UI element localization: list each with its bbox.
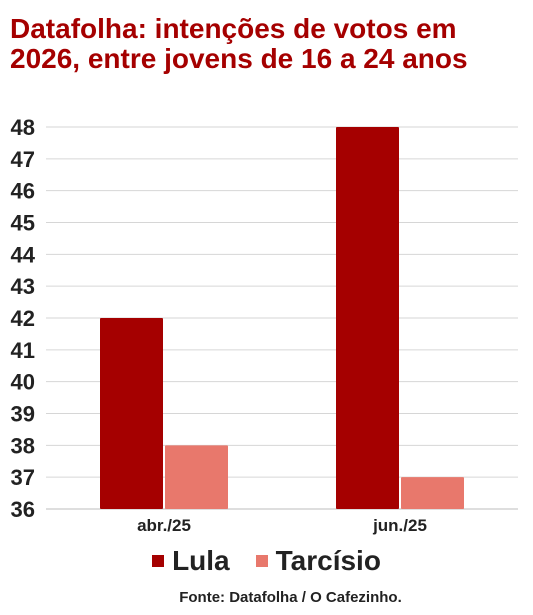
y-tick-label: 37 [11,465,35,490]
y-tick-label: 36 [11,497,35,522]
x-tick-label: abr./25 [137,516,191,535]
bar-tarcsio-1 [401,477,464,509]
bar-lula-1 [336,127,399,509]
bar-lula-0 [100,318,163,509]
y-tick-label: 47 [11,147,35,172]
chart-title: Datafolha: intenções de votos em 2026, e… [10,13,468,74]
legend-item-tarcisio: Tarcísio [255,545,381,577]
y-tick-label: 48 [11,115,35,140]
y-tick-label: 45 [11,211,35,236]
bars [100,127,464,509]
y-tick-label: 42 [11,306,35,331]
legend: Lula Tarcísio [0,545,533,577]
y-tick-label: 44 [11,242,36,267]
y-tick-label: 46 [11,179,35,204]
x-tick-label: jun./25 [372,516,427,535]
y-tick-label: 41 [11,338,35,363]
legend-label-lula: Lula [172,545,230,576]
y-tick-label: 39 [11,402,35,427]
y-tick-label: 40 [11,370,35,395]
legend-label-tarcisio: Tarcísio [275,545,381,576]
legend-swatch-lula [152,555,165,567]
bar-tarcsio-0 [165,445,228,509]
legend-swatch-tarcisio [255,555,268,567]
y-tick-label: 38 [11,433,35,458]
x-axis-ticks: abr./25 jun./25 [137,516,427,535]
y-axis-ticks: 36 37 38 39 40 41 42 43 44 45 46 47 48 [11,115,36,522]
legend-item-lula: Lula [152,545,230,577]
y-tick-label: 43 [11,274,35,299]
bar-chart: 36 37 38 39 40 41 42 43 44 45 46 47 48 abr./25 jun./2… [11,115,518,535]
source-note: Fonte: Datafolha / O Cafezinho. [179,589,402,606]
